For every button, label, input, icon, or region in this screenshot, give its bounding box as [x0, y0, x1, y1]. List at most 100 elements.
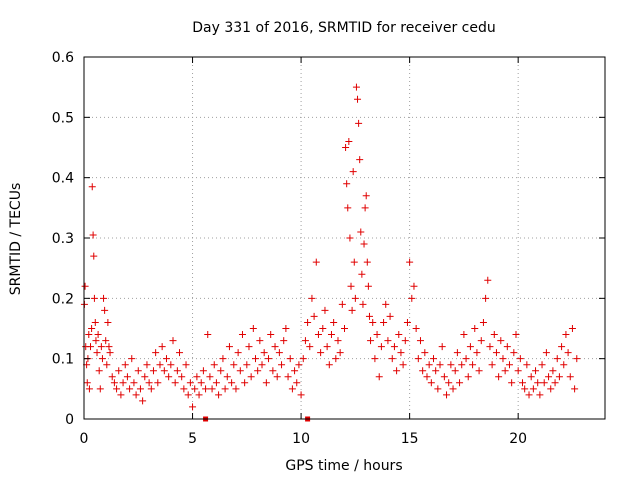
data-point — [460, 331, 468, 339]
data-point — [430, 355, 438, 363]
data-point — [267, 331, 275, 339]
data-point — [96, 385, 104, 393]
data-point — [562, 331, 570, 339]
data-point — [571, 385, 579, 393]
data-point — [204, 331, 212, 339]
data-point — [419, 367, 427, 375]
data-point — [423, 373, 431, 381]
data-point — [178, 373, 186, 381]
data-point — [380, 318, 388, 326]
data-point — [549, 367, 557, 375]
data-point — [361, 204, 369, 212]
data-point — [304, 318, 312, 326]
data-point — [516, 355, 524, 363]
data-point — [197, 379, 205, 387]
y-axis-label: SRMTID / TECUs — [8, 183, 24, 296]
data-point — [132, 391, 140, 399]
data-point — [440, 373, 448, 381]
data-point — [206, 373, 214, 381]
data-point — [273, 373, 281, 381]
data-point — [286, 355, 294, 363]
data-point — [416, 337, 424, 345]
data-point — [534, 379, 542, 387]
data-point — [271, 343, 279, 351]
data-point — [130, 379, 138, 387]
data-point — [393, 367, 401, 375]
y-tick-label: 0.6 — [52, 50, 74, 66]
data-point — [210, 361, 218, 369]
data-point — [336, 349, 344, 357]
data-point — [512, 331, 520, 339]
data-point — [89, 231, 97, 239]
data-point — [345, 137, 353, 145]
data-point — [348, 306, 356, 314]
data-point — [564, 349, 572, 357]
data-point — [269, 367, 277, 375]
data-point — [497, 337, 505, 345]
data-point — [547, 385, 555, 393]
data-point — [236, 367, 244, 375]
data-point — [403, 318, 411, 326]
data-point — [158, 343, 166, 351]
data-point — [341, 325, 348, 332]
x-tick-label: 5 — [188, 431, 197, 447]
data-point — [343, 180, 351, 188]
data-point — [529, 385, 537, 393]
data-point — [363, 258, 371, 266]
data-point — [176, 349, 184, 357]
data-point — [291, 367, 299, 375]
data-point — [384, 337, 392, 345]
data-point — [525, 391, 533, 399]
data-point — [321, 306, 329, 314]
data-point — [103, 361, 111, 369]
data-point — [145, 379, 153, 387]
data-point — [90, 252, 98, 260]
data-point — [501, 367, 509, 375]
data-point — [215, 391, 223, 399]
data-point — [469, 361, 477, 369]
data-point — [108, 373, 116, 381]
y-tick-label: 0.2 — [52, 291, 74, 307]
data-point — [425, 361, 433, 369]
data-point — [492, 349, 500, 357]
data-point — [503, 343, 511, 351]
data-point — [432, 367, 440, 375]
data-point — [101, 306, 109, 314]
data-point — [410, 282, 418, 290]
data-point — [443, 391, 451, 399]
data-point — [234, 349, 242, 357]
data-points — [80, 83, 581, 422]
data-point — [141, 373, 149, 381]
data-point — [165, 373, 173, 381]
data-point — [221, 385, 229, 393]
data-point — [536, 391, 544, 399]
data-point — [94, 331, 102, 339]
data-point — [347, 282, 355, 290]
data-point — [540, 379, 548, 387]
data-point — [284, 373, 292, 381]
data-point — [113, 385, 121, 393]
data-point — [119, 379, 127, 387]
data-point — [406, 258, 414, 266]
data-point — [527, 373, 535, 381]
data-point — [390, 343, 398, 351]
data-point — [308, 294, 316, 302]
x-axis-label: GPS time / hours — [285, 458, 402, 474]
data-point — [445, 379, 453, 387]
data-point — [354, 95, 362, 103]
data-point — [367, 337, 375, 345]
data-point — [538, 361, 546, 369]
data-point — [364, 282, 372, 290]
data-point — [105, 343, 113, 351]
data-point — [193, 373, 201, 381]
data-point — [462, 355, 470, 363]
data-point — [93, 349, 101, 357]
data-point — [456, 379, 464, 387]
data-point — [365, 312, 373, 320]
data-point — [306, 343, 314, 351]
data-point — [173, 367, 181, 375]
data-point — [85, 331, 93, 339]
data-point — [149, 367, 157, 375]
data-point — [436, 361, 444, 369]
data-point — [280, 337, 288, 345]
